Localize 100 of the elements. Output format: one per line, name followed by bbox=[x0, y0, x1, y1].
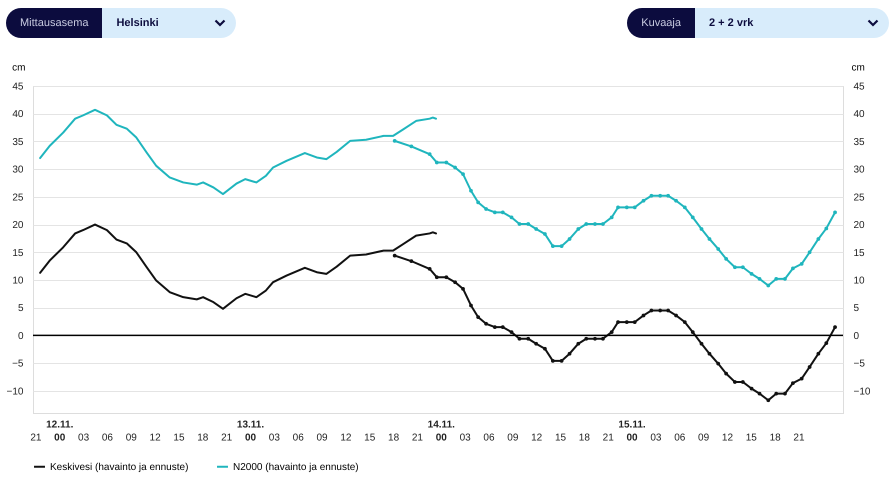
x-tick-label: 09 bbox=[507, 432, 519, 444]
point bbox=[534, 342, 538, 346]
x-tick-label: 21 bbox=[412, 432, 424, 444]
point bbox=[808, 250, 812, 254]
point bbox=[690, 215, 695, 220]
point bbox=[560, 359, 564, 363]
x-tick-label: 15 bbox=[364, 432, 376, 444]
point bbox=[774, 392, 778, 396]
x-tick-label: 12 bbox=[150, 432, 162, 444]
point bbox=[576, 227, 580, 231]
y-tick-label: 45 bbox=[12, 82, 24, 92]
point bbox=[740, 265, 745, 270]
legend-label: N2000 (havainto ja ennuste) bbox=[233, 462, 359, 473]
point bbox=[584, 222, 588, 226]
x-tick-label: 03 bbox=[268, 432, 280, 444]
point bbox=[791, 266, 795, 270]
point bbox=[453, 280, 457, 284]
point bbox=[526, 222, 530, 226]
point bbox=[716, 362, 720, 366]
point bbox=[674, 198, 678, 203]
y2-tick-label: 35 bbox=[854, 136, 866, 148]
y2-tick-label: −5 bbox=[854, 358, 866, 370]
point bbox=[733, 265, 737, 270]
x-tick-label: 21 bbox=[221, 432, 233, 444]
point bbox=[550, 244, 555, 248]
y-tick-label: 40 bbox=[12, 109, 24, 120]
y-tick-label: 25 bbox=[12, 192, 24, 204]
point bbox=[601, 222, 605, 226]
x-tick-label: 15 bbox=[746, 432, 758, 444]
point bbox=[584, 336, 588, 341]
point bbox=[674, 314, 678, 318]
x-tick-label: 06 bbox=[292, 432, 304, 444]
y2-tick-label: 5 bbox=[854, 303, 860, 314]
point bbox=[682, 320, 687, 324]
point bbox=[510, 330, 514, 334]
point bbox=[791, 381, 795, 385]
y2-tick-label: 30 bbox=[854, 164, 866, 176]
point bbox=[708, 352, 712, 356]
x-tick-label: 18 bbox=[770, 432, 782, 444]
point bbox=[543, 346, 547, 351]
point bbox=[642, 198, 646, 203]
x-tick-label: 09 bbox=[698, 432, 710, 444]
point bbox=[518, 336, 522, 341]
point bbox=[700, 342, 704, 346]
point bbox=[800, 376, 804, 381]
point bbox=[740, 380, 745, 384]
point bbox=[700, 227, 704, 231]
point bbox=[642, 314, 646, 318]
x-tick-label: 12.11. 00 bbox=[46, 420, 74, 444]
point bbox=[476, 200, 480, 204]
point bbox=[576, 342, 580, 346]
x-tick-label: 06 bbox=[483, 432, 495, 444]
x-tick-label: 18 bbox=[197, 432, 209, 444]
point bbox=[666, 194, 670, 198]
point bbox=[758, 392, 762, 396]
y2-tick-label: 40 bbox=[854, 109, 866, 120]
point bbox=[500, 325, 505, 329]
y-tick-label: 5 bbox=[18, 303, 24, 314]
x-tick-label: 18 bbox=[578, 432, 590, 444]
point bbox=[461, 172, 465, 176]
text: 2 + 2 vrk bbox=[709, 17, 754, 29]
point bbox=[434, 275, 439, 280]
y-tick-label: 30 bbox=[12, 164, 24, 176]
point bbox=[492, 210, 497, 214]
point bbox=[724, 257, 728, 261]
y-tick-label: 15 bbox=[12, 248, 24, 259]
point bbox=[833, 210, 837, 214]
x-tick-label: 03 bbox=[650, 432, 662, 444]
x-tick-label: 12 bbox=[722, 432, 734, 444]
point bbox=[616, 206, 620, 210]
point bbox=[716, 247, 720, 251]
point bbox=[658, 194, 662, 198]
point bbox=[750, 386, 754, 390]
text: Mittausasema bbox=[6, 8, 102, 38]
point bbox=[808, 365, 812, 369]
point bbox=[461, 286, 465, 291]
point bbox=[593, 336, 597, 341]
x-tick-label: 06 bbox=[674, 432, 686, 444]
point bbox=[610, 330, 614, 334]
x-tick-label: 15 bbox=[554, 432, 567, 444]
y2-tick-label: 15 bbox=[854, 248, 866, 259]
x-tick-label: 09 bbox=[316, 432, 328, 444]
point bbox=[783, 277, 787, 281]
x-tick-label: 06 bbox=[102, 432, 114, 444]
point bbox=[724, 372, 728, 376]
point bbox=[650, 194, 654, 198]
point bbox=[593, 222, 597, 226]
point bbox=[682, 206, 687, 210]
point bbox=[800, 262, 804, 266]
point bbox=[500, 210, 505, 214]
y2-tick-label: 10 bbox=[854, 275, 866, 286]
x-tick-label: 21 bbox=[602, 432, 614, 444]
point bbox=[484, 322, 488, 326]
point bbox=[560, 244, 564, 248]
point bbox=[518, 222, 522, 226]
point bbox=[484, 207, 488, 211]
point bbox=[476, 315, 480, 319]
y2-tick-label: 0 bbox=[854, 330, 860, 342]
point bbox=[428, 267, 432, 271]
x-tick-label: 09 bbox=[126, 432, 138, 444]
